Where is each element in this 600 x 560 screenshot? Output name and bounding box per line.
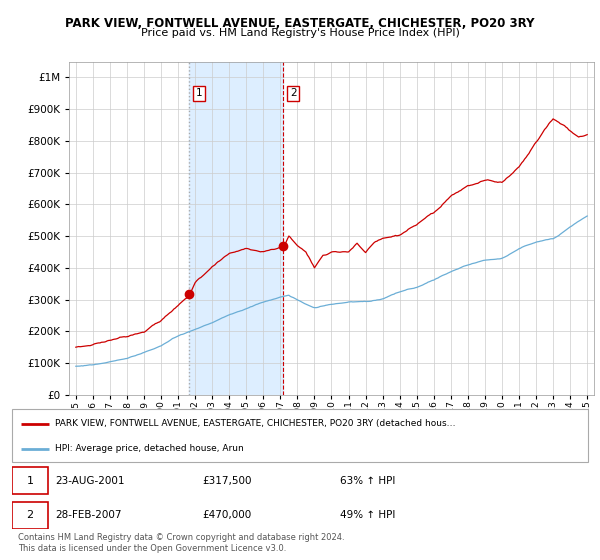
- Text: £317,500: £317,500: [202, 476, 251, 486]
- Text: 49% ↑ HPI: 49% ↑ HPI: [340, 510, 395, 520]
- Text: Price paid vs. HM Land Registry's House Price Index (HPI): Price paid vs. HM Land Registry's House …: [140, 28, 460, 38]
- Text: PARK VIEW, FONTWELL AVENUE, EASTERGATE, CHICHESTER, PO20 3RY: PARK VIEW, FONTWELL AVENUE, EASTERGATE, …: [65, 17, 535, 30]
- FancyBboxPatch shape: [12, 502, 48, 529]
- Text: 1: 1: [26, 476, 34, 486]
- Text: 23-AUG-2001: 23-AUG-2001: [55, 476, 125, 486]
- Text: 2: 2: [290, 88, 296, 99]
- Text: 2: 2: [26, 510, 34, 520]
- Text: Contains HM Land Registry data © Crown copyright and database right 2024.
This d: Contains HM Land Registry data © Crown c…: [18, 533, 344, 553]
- Text: 63% ↑ HPI: 63% ↑ HPI: [340, 476, 395, 486]
- Text: PARK VIEW, FONTWELL AVENUE, EASTERGATE, CHICHESTER, PO20 3RY (detached hous…: PARK VIEW, FONTWELL AVENUE, EASTERGATE, …: [55, 419, 456, 428]
- Bar: [189, 62, 283, 395]
- Text: 1: 1: [196, 88, 202, 99]
- Text: £470,000: £470,000: [202, 510, 251, 520]
- Text: 28-FEB-2007: 28-FEB-2007: [55, 510, 122, 520]
- Text: HPI: Average price, detached house, Arun: HPI: Average price, detached house, Arun: [55, 444, 244, 453]
- FancyBboxPatch shape: [12, 468, 48, 494]
- FancyBboxPatch shape: [12, 409, 588, 462]
